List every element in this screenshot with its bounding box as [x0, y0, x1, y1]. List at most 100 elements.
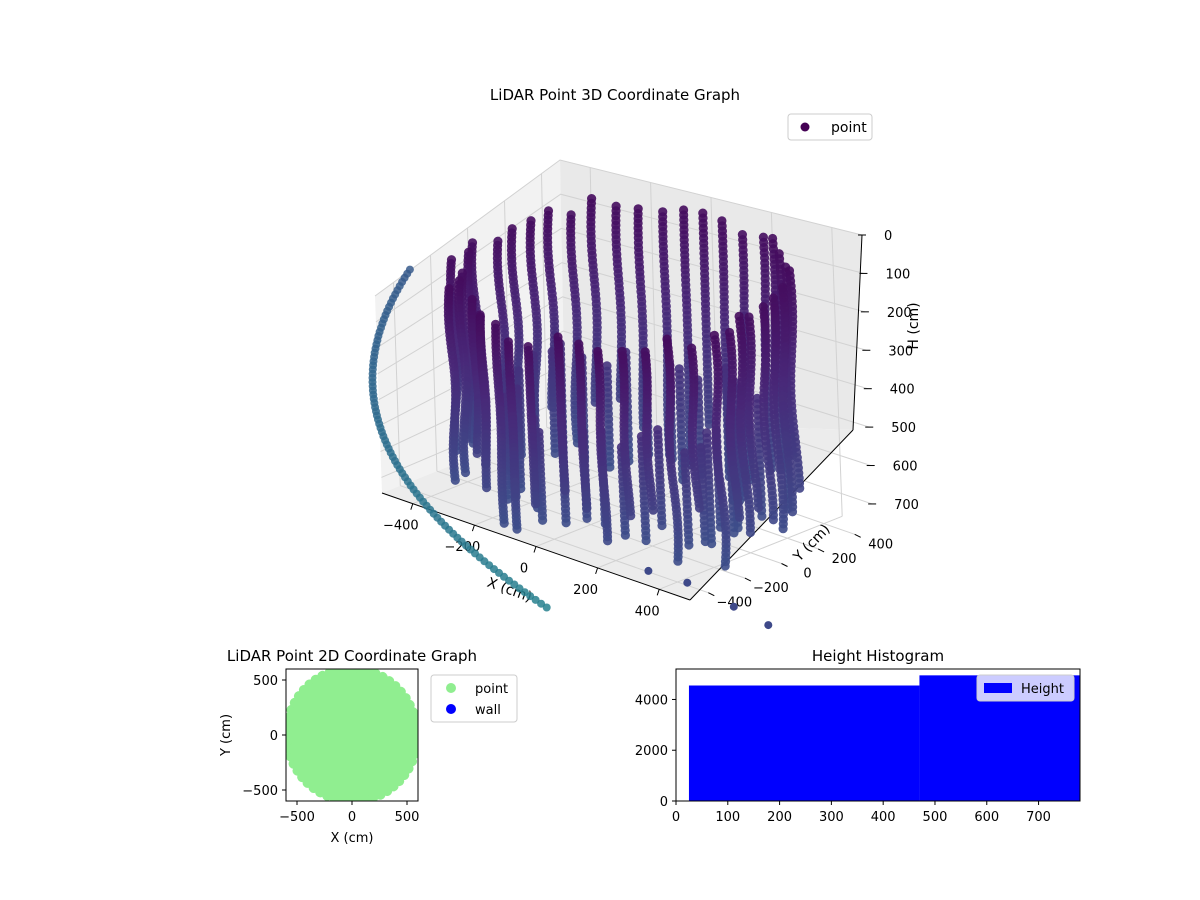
- chart3d-x-tick-label: −400: [383, 519, 419, 534]
- chart2d-point: [412, 733, 418, 744]
- chart2d-x-tick-label: −500: [279, 810, 315, 825]
- chart2d-point: [360, 794, 371, 801]
- chart3d-point: [694, 503, 705, 513]
- chart3d-point: [582, 503, 592, 513]
- chart3d-point: [778, 524, 788, 534]
- hist-y-tick-label: 0: [660, 795, 668, 810]
- chart3d-z-tick-label: 0: [884, 229, 892, 244]
- chart2d-ticks: −500 0 500 500 0 −500: [242, 674, 419, 825]
- chart2d-point-cloud: [286, 669, 418, 801]
- chart2d-point: [407, 707, 418, 718]
- hist-bar-0: [688, 685, 920, 801]
- chart3d-point: [450, 475, 460, 485]
- chart3d-point: [561, 518, 571, 528]
- chart3d-point: [720, 561, 730, 571]
- chart3d-point: [753, 503, 764, 513]
- chart3d-point: [684, 540, 694, 550]
- chart3d-x-tick: [471, 524, 475, 532]
- lidar-3d-chart: LiDAR Point 3D Coordinate Graph −400 −200…: [368, 86, 922, 630]
- chart3d-legend-frame: [787, 113, 873, 141]
- chart2d-y-tick-label: 500: [253, 674, 278, 689]
- chart3d-point: [620, 530, 631, 540]
- hist-legend-label: Height: [1021, 682, 1064, 697]
- chart3d-x-tick: [656, 589, 660, 596]
- chart2d-point: [411, 741, 418, 752]
- hist-x-tick-label: 200: [767, 810, 792, 825]
- hist-title: Height Histogram: [812, 647, 944, 665]
- chart2d-point: [286, 751, 296, 762]
- hist-x-tick-label: 0: [672, 810, 680, 825]
- chart3d-z-tick-label: 300: [888, 344, 913, 359]
- chart3d-point: [657, 520, 667, 531]
- chart2d-point: [286, 728, 292, 739]
- chart2d-title: LiDAR Point 2D Coordinate Graph: [227, 647, 477, 665]
- chart3d-point: [787, 507, 798, 517]
- chart3d-z-tick-label: 600: [893, 460, 918, 475]
- chart2d-point: [347, 669, 358, 674]
- chart3d-legend: point: [787, 113, 873, 141]
- chart2d-point: [332, 669, 343, 676]
- chart3d-point: [757, 511, 767, 521]
- chart3d-point: [560, 486, 570, 496]
- chart3d-z-tick-label: 100: [885, 267, 910, 282]
- chart3d-point: [704, 419, 714, 429]
- hist-x-tick-label: 600: [974, 810, 999, 825]
- chart3d-x-tick-label: 200: [573, 583, 598, 598]
- grid3d-x-back: [831, 227, 843, 517]
- chart3d-point: [641, 535, 651, 546]
- chart3d-point: [603, 536, 613, 546]
- chart3d-point: [745, 527, 756, 538]
- chart2d-point: [337, 795, 348, 801]
- chart3d-point: [482, 483, 492, 493]
- chart3d-point: [605, 462, 615, 472]
- chart3d-point: [648, 505, 658, 515]
- hist-x-tick-label: 300: [819, 810, 844, 825]
- chart3d-point: [538, 515, 548, 525]
- hist-x-tick-label: 500: [923, 810, 948, 825]
- chart2d-point: [411, 725, 418, 736]
- chart3d-y-tick: [854, 533, 861, 538]
- chart3d-point: [626, 511, 636, 521]
- chart3d-point: [499, 518, 509, 528]
- chart3d-y-tick: [744, 577, 752, 582]
- chart2d-x-axis-label: X (cm): [331, 831, 374, 846]
- chart3d-point: [729, 528, 739, 538]
- chart3d-point: [729, 602, 738, 611]
- chart2d-y-tick-label: −500: [242, 784, 278, 799]
- chart2d-legend-point-marker: [446, 683, 456, 693]
- chart3d-point: [764, 621, 773, 630]
- grid3d-y-side: [541, 173, 548, 428]
- chart3d-y-tick: [781, 563, 788, 567]
- chart3d-point: [530, 499, 541, 509]
- chart2d-point: [410, 717, 418, 728]
- chart3d-point: [683, 578, 692, 587]
- chart3d-point: [542, 603, 551, 612]
- chart2d-point: [368, 792, 379, 801]
- chart3d-point: [512, 524, 522, 534]
- hist-legend-swatch: [984, 683, 1012, 693]
- chart2d-x-tick-label: 0: [348, 810, 356, 825]
- chart2d-legend-wall-marker: [446, 704, 456, 714]
- chart3d-point-cloud: [368, 194, 805, 630]
- chart2d-point: [345, 796, 356, 801]
- chart3d-x-tick-label: 0: [520, 562, 528, 577]
- grid3d-y-side: [430, 255, 438, 472]
- grid3d-y-floor: [400, 485, 709, 594]
- chart3d-point: [472, 448, 482, 458]
- chart3d-z-tick-label: 200: [887, 306, 912, 321]
- lidar-2d-chart: LiDAR Point 2D Coordinate Graph −500 0 500…: [219, 647, 518, 846]
- chart3d-point: [673, 556, 683, 566]
- chart2d-legend: point wall: [430, 674, 518, 723]
- chart2d-point: [286, 735, 293, 746]
- chart3d-z-axis-line: [852, 234, 863, 431]
- hist-x-tick-label: 400: [871, 810, 896, 825]
- chart3d-x-tick: [595, 567, 599, 575]
- chart3d-y-tick-label: −200: [753, 581, 789, 596]
- chart2d-point: [355, 669, 366, 675]
- chart3d-x-tick-label: 400: [635, 604, 660, 619]
- hist-x-tick-label: 100: [715, 810, 740, 825]
- chart3d-z-tick-label: 700: [894, 498, 919, 513]
- hist-ticks: 0 100 200 300 400 500 600 700 0 2000 4000: [635, 693, 1051, 825]
- chart3d-y-tick-label: 0: [803, 567, 811, 582]
